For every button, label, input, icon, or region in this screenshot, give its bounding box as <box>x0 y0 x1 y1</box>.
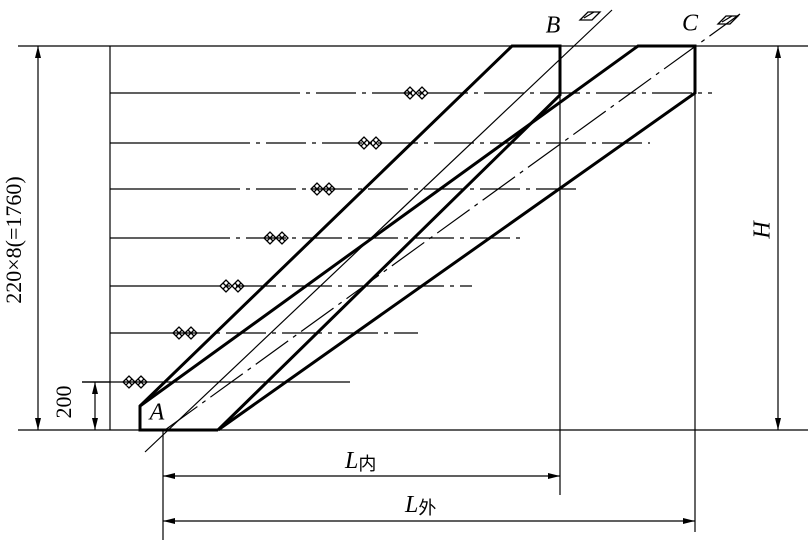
point-label: A <box>148 400 165 426</box>
point-label: C <box>682 11 699 37</box>
floor-lines <box>82 92 712 383</box>
dimension-label: H <box>750 220 776 240</box>
dimension-label: 200 <box>51 386 76 419</box>
center-lines <box>144 9 741 453</box>
dimension-subscript: 内 <box>358 454 376 474</box>
dimension-label: 220×8(=1760) <box>1 176 26 303</box>
dimension-lines <box>35 46 781 524</box>
dimension-symbol: L <box>344 448 358 474</box>
dimension-symbol: L <box>404 492 418 518</box>
point-label: B <box>546 13 561 39</box>
ramps <box>138 44 697 432</box>
level-symbols <box>122 11 740 389</box>
dimension-label: L外 <box>404 492 436 519</box>
dimension-subscript: 外 <box>418 498 436 518</box>
dimension-label: L内 <box>344 448 376 475</box>
